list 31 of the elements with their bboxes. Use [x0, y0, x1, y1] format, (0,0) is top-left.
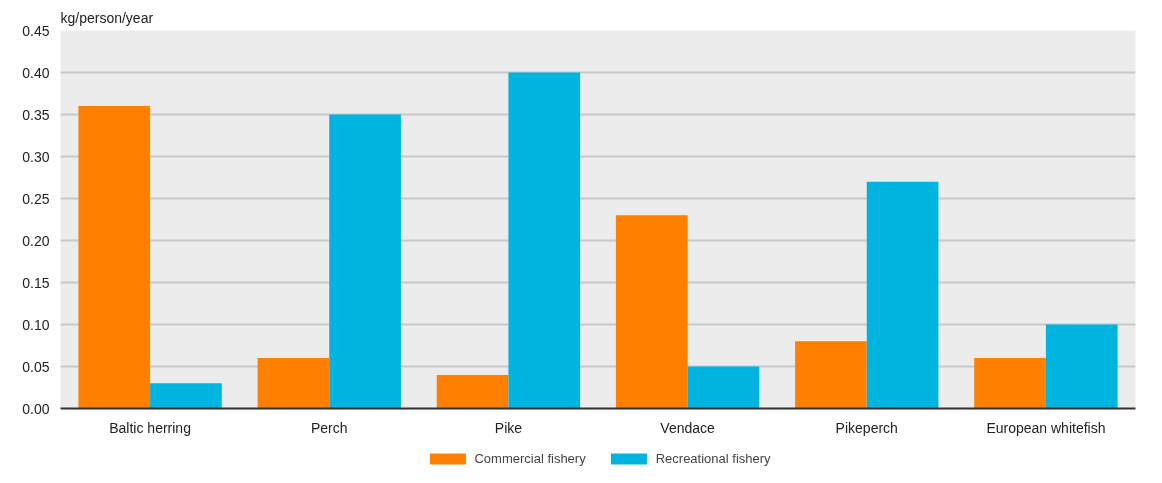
- y-tick-label: 0.25: [22, 190, 50, 207]
- bar: [687, 366, 760, 409]
- y-axis-title: kg/person/year: [60, 9, 154, 26]
- bar: [866, 181, 939, 409]
- y-tick-label: 0.45: [22, 22, 50, 39]
- y-tick-label: 0.30: [22, 148, 50, 165]
- bar: [257, 358, 330, 409]
- y-tick-label: 0.20: [22, 232, 50, 249]
- x-tick-label: Perch: [310, 419, 348, 436]
- bar: [436, 374, 509, 409]
- x-tick-label: Vendace: [660, 419, 716, 436]
- y-tick-label: 0.10: [22, 316, 50, 333]
- x-tick-label: Pikeperch: [835, 419, 898, 436]
- bar: [974, 358, 1046, 409]
- x-tick-label: Baltic herring: [109, 419, 191, 436]
- x-tick-label: Pike: [494, 419, 523, 436]
- bar: [1045, 324, 1118, 409]
- bar: [150, 383, 222, 409]
- bar: [78, 106, 151, 409]
- bar: [508, 72, 581, 409]
- y-tick-label: 0.00: [22, 400, 50, 417]
- bar: [795, 341, 867, 409]
- y-tick-label: 0.35: [22, 106, 50, 123]
- legend-label: Recreational fishery: [655, 450, 771, 466]
- bar: [615, 215, 688, 409]
- y-tick-label: 0.15: [22, 274, 50, 291]
- legend-label: Commercial fishery: [474, 450, 586, 466]
- bar: [329, 114, 401, 409]
- y-tick-label: 0.05: [22, 358, 50, 375]
- x-tick-label: European whitefish: [986, 419, 1106, 436]
- y-tick-label: 0.40: [22, 64, 50, 81]
